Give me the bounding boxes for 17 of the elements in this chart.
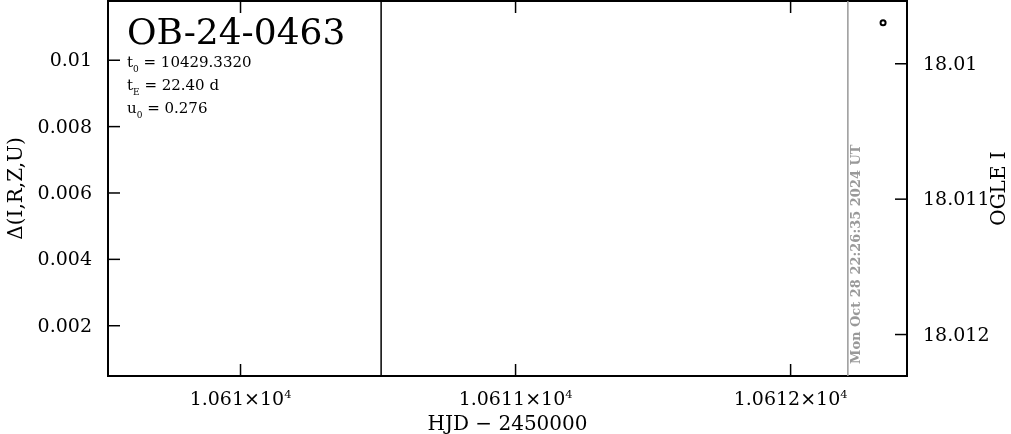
y-axis-title: Δ(I,R,Z,U) [3,137,27,240]
annotation: t$_{0}$ = 10429.3320 [127,53,252,74]
y-tick-label: 0.006 [37,181,92,204]
annotation: t$_{E}$ = 22.40 d [127,76,220,97]
x-tick-label: 1.061×10$^{4}$ [189,387,292,410]
y2-tick-label: 18.012 [923,322,990,345]
x-axis-title: HJD − 2450000 [427,411,588,434]
y-tick-label: 0.01 [49,48,92,71]
x-tick-label: 1.0611×10$^{4}$ [458,387,573,410]
chart-title: OB-24-0463 [127,11,346,52]
annotation: Mon Oct 28 22:26:35 2024 UT [847,144,863,364]
x-tick-label: 1.0612×10$^{4}$ [733,387,848,410]
y-tick-label: 0.008 [37,114,92,137]
y-tick-label: 0.004 [37,247,92,270]
annotation: u$_{0}$ = 0.276 [127,99,208,120]
y2-tick-label: 18.01 [923,51,978,74]
y-tick-label: 0.002 [37,313,92,336]
